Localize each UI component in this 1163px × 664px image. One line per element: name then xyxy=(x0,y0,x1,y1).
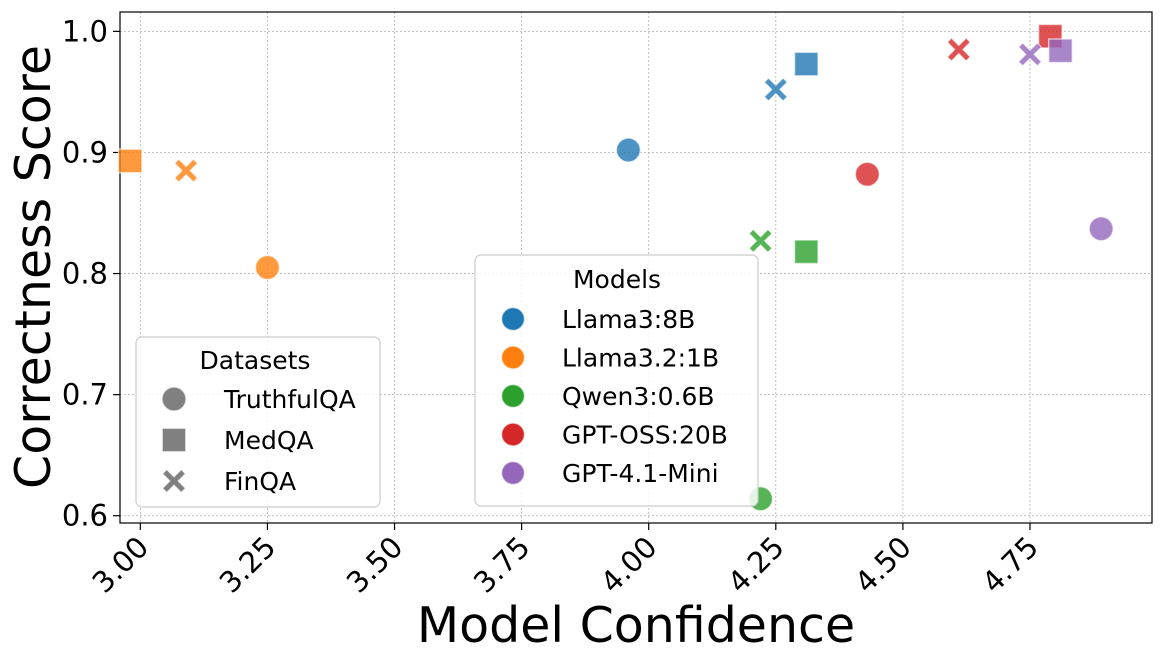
y-tick-label: 0.9 xyxy=(62,135,108,169)
x-tick-label: 4.75 xyxy=(975,530,1045,600)
y-tick-label: 0.8 xyxy=(62,257,108,291)
y-tick-label: 0.7 xyxy=(62,378,108,412)
data-point xyxy=(173,158,199,183)
data-point xyxy=(763,77,789,102)
y-tick-label: 0.6 xyxy=(62,499,108,533)
data-point xyxy=(854,161,881,188)
x-axis-label: Model Confidence xyxy=(417,597,855,654)
legend-marker xyxy=(500,383,526,409)
datasets-legend-entries: TruthfulQA MedQA FinQA xyxy=(161,385,356,496)
legend-marker xyxy=(500,306,526,332)
data-point xyxy=(254,254,281,281)
data-point xyxy=(748,228,773,254)
models-legend-entries: Llama3:8B Llama3.2:1B Qwen3:0.6B GPT-OSS:20… xyxy=(500,305,728,488)
legend-label: Llama3:8B xyxy=(562,305,695,334)
data-point xyxy=(793,239,819,265)
legend-label: MedQA xyxy=(224,426,314,455)
legend-marker xyxy=(500,422,526,447)
data-point xyxy=(1017,42,1043,67)
x-tick-label: 3.00 xyxy=(86,530,156,600)
data-point xyxy=(793,51,819,77)
data-point xyxy=(117,148,143,174)
datasets-legend: Datasets TruthfulQA MedQA FinQA xyxy=(135,336,381,508)
legend-marker xyxy=(500,345,526,370)
x-tick-label: 4.50 xyxy=(848,530,918,600)
legend-label: TruthfulQA xyxy=(223,385,356,414)
x-tick-label: 4.25 xyxy=(721,530,791,600)
x-tick-label: 3.50 xyxy=(340,530,410,600)
x-tick-label: 4.00 xyxy=(594,530,664,600)
datasets-legend-frame xyxy=(135,336,381,508)
data-point xyxy=(1047,38,1074,64)
legend-label: Llama3.2:1B xyxy=(562,344,719,373)
legend-marker xyxy=(500,460,526,486)
legend-marker xyxy=(161,386,187,412)
data-point xyxy=(1088,216,1114,242)
data-points xyxy=(117,23,1114,512)
models-legend-title: Models xyxy=(573,265,661,294)
data-point xyxy=(946,37,972,62)
legend-label: Qwen3:0.6B xyxy=(562,382,715,411)
x-tick-label: 3.25 xyxy=(213,530,283,600)
legend-label: GPT-4.1-Mini xyxy=(562,459,719,488)
data-point xyxy=(615,137,642,163)
legend-marker xyxy=(161,468,187,494)
models-legend: Models Llama3:8B Llama3.2:1B Qwen3:0.6B GPT… xyxy=(474,254,759,507)
y-axis-label: Correctness Score xyxy=(5,45,62,489)
legend-label: GPT-OSS:20B xyxy=(562,421,728,450)
models-legend-frame xyxy=(474,254,759,507)
y-tick-label: 1.0 xyxy=(62,14,108,48)
legend-label: FinQA xyxy=(224,467,296,496)
x-tick-label: 3.75 xyxy=(467,530,537,600)
plot-frame xyxy=(119,11,1153,524)
datasets-legend-title: Datasets xyxy=(200,346,311,375)
legend-marker xyxy=(161,427,187,453)
